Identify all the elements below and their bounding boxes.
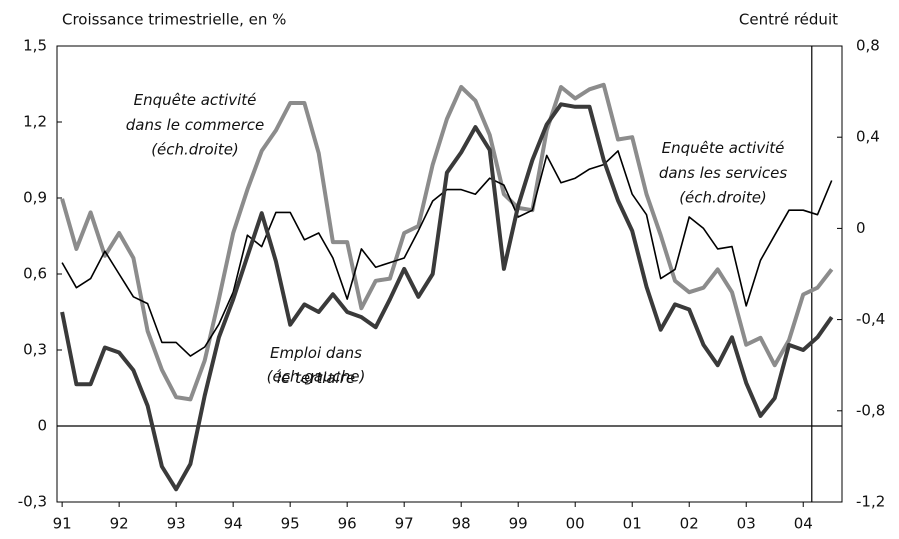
x-tick-label: 00	[566, 515, 585, 533]
x-tick-label: 95	[281, 515, 300, 533]
y-tick-label: 0	[37, 417, 47, 435]
y-tick-label: -0,3	[18, 493, 47, 511]
series-label: Enquête activité dans les services	[659, 139, 788, 182]
y2-tick-label: 0	[856, 219, 866, 237]
series-line	[60, 102, 834, 492]
x-tick-label: 01	[623, 515, 642, 533]
series-line	[61, 150, 833, 357]
x-tick-label: 94	[224, 515, 243, 533]
series-line	[60, 82, 834, 402]
x-tick-label: 97	[395, 515, 414, 533]
y-tick-label: 0,6	[23, 265, 47, 283]
series-note: (éch.droite)	[679, 189, 767, 207]
x-tick-label: 02	[680, 515, 699, 533]
label-line: dans les services	[659, 164, 788, 182]
x-tick-label: 91	[53, 515, 72, 533]
x-tick-label: 03	[737, 515, 756, 533]
y2-axis-label: Centré réduit	[739, 11, 838, 29]
series-label: Emploi dans le tertiaire	[270, 344, 362, 387]
x-tick-label: 98	[452, 515, 471, 533]
series-note: (éch.droite)	[151, 141, 239, 159]
y2-tick-label: 0,4	[856, 128, 880, 146]
y-tick-label: 0,3	[23, 341, 47, 359]
y2-tick-label: -0,4	[856, 310, 885, 328]
y-tick-label: 1,2	[23, 113, 47, 131]
x-tick-label: 99	[509, 515, 528, 533]
label-line: dans le commerce	[126, 116, 265, 134]
x-tick-label: 93	[167, 515, 186, 533]
label-line: Enquête activité	[134, 91, 257, 109]
x-tick-label: 96	[338, 515, 357, 533]
y2-tick-label: -0,8	[856, 401, 885, 419]
y-tick-label: 0,9	[23, 189, 47, 207]
x-tick-label: 04	[794, 515, 813, 533]
series-label: Enquête activité dans le commerce	[126, 91, 265, 134]
y2-tick-label: -1,2	[856, 493, 885, 511]
label-line: le tertiaire	[277, 369, 355, 387]
y-axis-label: Croissance trimestrielle, en %	[62, 11, 286, 29]
y2-tick-label: 0,8	[856, 37, 880, 55]
y-tick-label: 1,5	[23, 37, 47, 55]
x-tick-label: 92	[110, 515, 129, 533]
label-line: Emploi dans	[270, 344, 362, 362]
series-note: (éch.gauche)	[267, 368, 366, 386]
label-line: Enquête activité	[662, 139, 785, 157]
